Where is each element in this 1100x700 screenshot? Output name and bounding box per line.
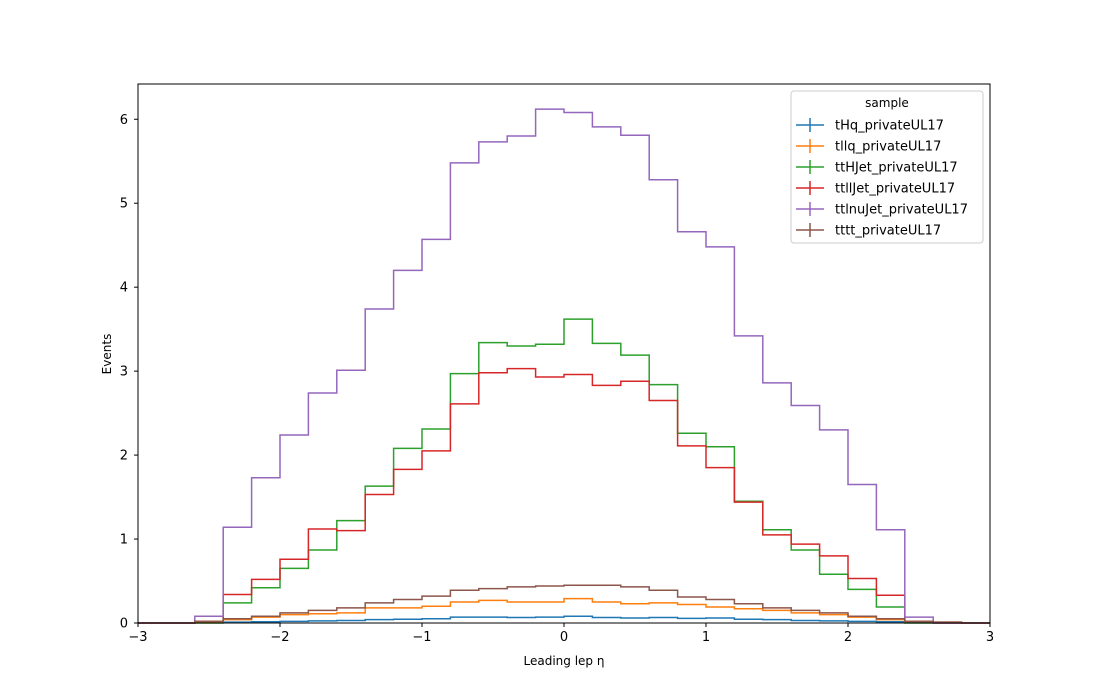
series-ttlljet-privateul17 [138,367,990,624]
legend-item-tllq-privateul17: tllq_privateUL17 [796,139,941,155]
y-tick-label: 1 [120,533,128,548]
legend-label: tttt_privateUL17 [835,224,941,239]
series-tttt-privateul17 [138,584,990,624]
legend-label: ttlnuJet_privateUL17 [835,203,968,218]
legend-item-thq-privateul17: tHq_privateUL17 [796,118,944,134]
y-tick-label: 6 [120,113,128,128]
x-axis-label: Leading lep η [524,654,605,668]
y-axis: 0 1 2 3 4 5 6 [120,113,138,632]
y-axis-label: Events [100,334,114,375]
legend-items: tHq_privateUL17 tllq_privateUL17 ttHJet_pr… [796,118,968,239]
series-tthjet-privateul17 [138,318,990,624]
series-line-tttt-privateul17 [138,584,990,624]
series-line-tthjet-privateul17 [138,318,990,624]
x-tick-label: −1 [412,630,431,645]
legend-item-tthjet-privateul17: ttHJet_privateUL17 [796,160,958,176]
x-tick-label: 1 [702,630,710,645]
legend-label: tHq_privateUL17 [835,119,944,134]
series-line-ttlnujet-privateul17 [138,108,990,624]
x-axis: −3 −2 −1 0 1 2 3 [128,623,994,645]
legend-label: tllq_privateUL17 [835,140,941,155]
series-line-thq-privateul17 [138,615,990,624]
y-tick-label: 0 [120,617,128,632]
x-tick-label: −2 [270,630,289,645]
legend-item-ttlnujet-privateul17: ttlnuJet_privateUL17 [796,202,968,218]
series-tllq-privateul17 [138,597,990,624]
series-thq-privateul17 [138,615,990,624]
x-tick-label: −3 [128,630,147,645]
legend-item-tttt-privateul17: tttt_privateUL17 [796,223,941,239]
x-tick-label: 0 [560,630,568,645]
x-tick-label: 3 [986,630,994,645]
series-layer [138,108,990,624]
series-line-tllq-privateul17 [138,597,990,624]
legend-label: ttHJet_privateUL17 [835,161,958,176]
legend: sample tHq_privateUL17 tllq_privateUL17tt… [790,90,984,244]
y-tick-label: 3 [120,365,128,380]
legend-title: sample [865,96,909,110]
legend-item-ttlljet-privateul17: ttllJet_privateUL17 [796,181,955,197]
legend-box [790,90,984,244]
y-tick-label: 4 [120,281,128,296]
y-tick-label: 2 [120,449,128,464]
legend-label: ttllJet_privateUL17 [835,182,955,197]
x-tick-label: 2 [844,630,852,645]
y-tick-label: 5 [120,197,128,212]
series-ttlnujet-privateul17 [138,108,990,624]
series-line-ttlljet-privateul17 [138,367,990,624]
